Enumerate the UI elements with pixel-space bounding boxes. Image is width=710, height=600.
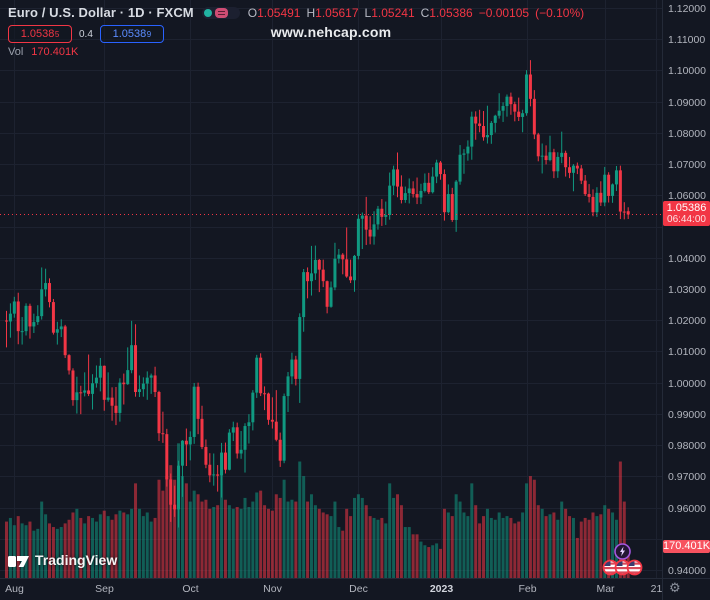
svg-text:0.99000: 0.99000 xyxy=(668,409,706,421)
quote-buttons: 1.0538 5 0.4 1.0538 9 xyxy=(8,25,164,43)
sell-price-sup: 5 xyxy=(54,29,60,39)
svg-text:1.02000: 1.02000 xyxy=(668,315,706,327)
time-scale[interactable]: Aug Sep Oct Nov Dec 2023 Feb Mar 21 xyxy=(5,583,662,595)
chart-legend: Euro / U.S. Dollar · 1D · FXCM O1.05491 … xyxy=(8,5,584,20)
series-menu-icon xyxy=(214,7,228,18)
economic-events-flags-icon[interactable] xyxy=(602,559,643,576)
series-visibility-toggle[interactable] xyxy=(201,6,240,19)
price-scale[interactable]: 1.12000 1.11000 1.10000 1.09000 1.08000 1.070… xyxy=(668,3,706,577)
svg-text:1.12000: 1.12000 xyxy=(668,3,706,15)
buy-price: 1.0538 xyxy=(112,28,147,40)
last-price-value: 1.05386 xyxy=(666,202,707,215)
low-value: 1.05241 xyxy=(371,5,415,20)
svg-text:Oct: Oct xyxy=(182,583,198,595)
svg-text:1.10000: 1.10000 xyxy=(668,65,706,77)
svg-text:1.08000: 1.08000 xyxy=(668,128,706,140)
volume-badge: 170.401K xyxy=(663,539,710,553)
buy-button[interactable]: 1.0538 9 xyxy=(99,25,164,43)
gear-icon[interactable]: ⚙ xyxy=(669,580,681,595)
close-value: 1.05386 xyxy=(429,5,473,20)
change-absolute: −0.00105 xyxy=(478,5,530,20)
ohlc-values: O1.05491 H1.05617 L1.05241 C1.05386 −0.0… xyxy=(248,6,584,20)
svg-text:1.04000: 1.04000 xyxy=(668,253,706,265)
svg-text:Sep: Sep xyxy=(95,583,114,595)
svg-text:2023: 2023 xyxy=(430,583,454,595)
volume-label: Vol xyxy=(8,46,24,58)
svg-text:Dec: Dec xyxy=(349,583,368,595)
svg-text:Mar: Mar xyxy=(596,583,615,595)
svg-text:0.98000: 0.98000 xyxy=(668,440,706,452)
sell-button[interactable]: 1.0538 5 xyxy=(8,25,72,43)
low-label: L xyxy=(364,5,372,20)
svg-text:Feb: Feb xyxy=(518,583,536,595)
svg-text:0.97000: 0.97000 xyxy=(668,471,706,483)
svg-text:1.07000: 1.07000 xyxy=(668,159,706,171)
open-value: 1.05491 xyxy=(257,5,301,20)
tradingview-logo-text: TradingView xyxy=(35,552,118,568)
tradingview-logo[interactable]: TradingView xyxy=(8,552,117,568)
visibility-dot-icon xyxy=(203,8,212,17)
svg-text:1.11000: 1.11000 xyxy=(668,34,705,46)
open-label: O xyxy=(247,5,258,20)
svg-text:Aug: Aug xyxy=(5,583,24,595)
svg-text:Nov: Nov xyxy=(263,583,282,595)
svg-text:1.00000: 1.00000 xyxy=(668,378,706,390)
symbol-title[interactable]: Euro / U.S. Dollar · 1D · FXCM xyxy=(8,5,194,20)
close-label: C xyxy=(420,5,430,20)
high-value: 1.05617 xyxy=(315,5,359,20)
svg-text:1.01000: 1.01000 xyxy=(668,346,706,358)
svg-text:1.09000: 1.09000 xyxy=(668,97,706,109)
tradingview-mark-icon xyxy=(8,555,29,567)
buy-price-sup: 9 xyxy=(146,29,152,39)
earnings-lightning-icon[interactable] xyxy=(614,543,631,560)
svg-text:1.06000: 1.06000 xyxy=(668,190,706,202)
watermark: www.nehcap.com xyxy=(270,24,392,40)
sell-price: 1.0538 xyxy=(20,28,55,40)
svg-text:0.96000: 0.96000 xyxy=(668,503,706,515)
svg-text:21: 21 xyxy=(651,583,663,595)
volume-legend: Vol 170.401K xyxy=(8,46,78,58)
svg-text:1.03000: 1.03000 xyxy=(668,284,706,296)
candle-series xyxy=(5,60,630,528)
spread-value: 0.4 xyxy=(79,28,93,40)
last-price-badge: 1.05386 06:44:00 xyxy=(663,201,710,227)
bar-countdown: 06:44:00 xyxy=(667,214,706,226)
volume-value: 170.401K xyxy=(31,46,79,58)
high-label: H xyxy=(306,5,316,20)
change-percent: (−0.10%) xyxy=(535,5,585,20)
svg-text:0.94000: 0.94000 xyxy=(668,565,706,577)
